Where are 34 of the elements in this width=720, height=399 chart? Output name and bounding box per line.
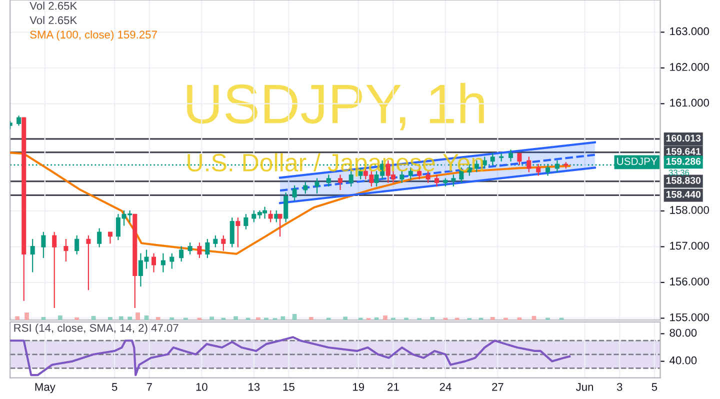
annotation: SMA (100, close) 159.257: [30, 30, 157, 41]
annotation: Vol 2.65K: [30, 16, 78, 24]
y-tick-label: 80.00: [670, 328, 697, 337]
y-tick-label: 40.00: [670, 356, 697, 364]
y-tick-label: 156.000: [670, 278, 709, 286]
annotation: USDJPY, 1h: [187, 82, 484, 130]
ref-line-label: 160.013: [666, 134, 701, 142]
y-tick-label: 155.000: [670, 313, 709, 322]
x-tick-label: May: [35, 383, 56, 394]
x-tick-label: 24: [440, 383, 452, 391]
y-tick-label: 157.000: [670, 242, 709, 250]
y-tick-label: 161.000: [670, 98, 709, 107]
x-tick-label: 7: [146, 383, 152, 391]
x-tick-label: 21: [388, 383, 399, 391]
annotation: Vol 2.65K: [30, 2, 78, 10]
ref-line-label: 158.440: [666, 190, 701, 198]
x-tick-label: 27: [492, 383, 504, 391]
ref-line-label: 158.830: [666, 177, 701, 184]
ref-line-label: 159.286: [666, 158, 701, 165]
x-tick-label: 19: [353, 383, 364, 391]
y-tick-label: 162.000: [670, 63, 709, 71]
x-tick-label: 15: [283, 383, 294, 391]
x-tick-label: 5: [652, 383, 658, 391]
chart-title: RSI (14, close, SMA, 14, 2) 47.07: [14, 324, 178, 334]
text: 33:36: [668, 170, 690, 176]
y-tick-label: 163.000: [670, 27, 709, 36]
x-tick-label: Jun: [576, 383, 594, 391]
annotation: USDJPY: [617, 158, 658, 165]
x-tick-label: 3: [616, 383, 622, 391]
x-tick-label: 13: [248, 383, 260, 391]
x-tick-label: 5: [112, 383, 118, 391]
x-tick-label: 10: [196, 383, 208, 391]
ref-line-label: 159.641: [666, 148, 701, 155]
y-tick-label: 158.000: [670, 206, 709, 214]
